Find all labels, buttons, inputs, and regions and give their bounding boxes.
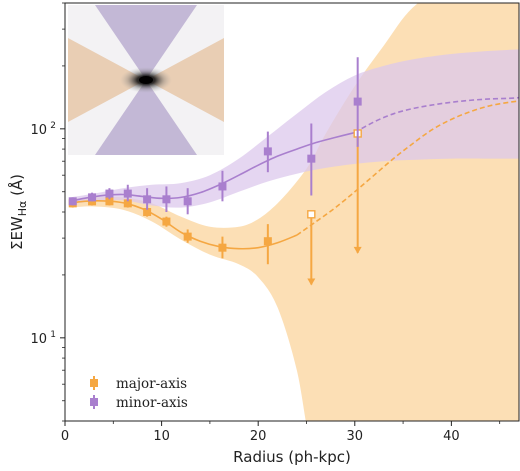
legend-entry-major: major-axis — [90, 376, 187, 392]
legend-label-minor: minor-axis — [116, 395, 188, 411]
minor-point-9 — [307, 123, 316, 196]
y-axis-label: ΣEWHα (Å) — [7, 174, 29, 250]
major-point-8 — [263, 224, 272, 265]
legend-marker-major — [90, 379, 98, 387]
minor-marker-4 — [143, 195, 152, 204]
minor-marker-9 — [307, 154, 316, 163]
minor-point-1 — [88, 192, 97, 202]
y-axis-label-sub: Hα — [16, 201, 29, 217]
x-tick-label-0: 0 — [61, 429, 69, 444]
minor-point-7 — [218, 170, 227, 202]
major-marker-5 — [162, 217, 171, 226]
minor-marker-2 — [105, 189, 114, 198]
confidence-bands — [69, 3, 519, 421]
minor-fit-dashed — [354, 96, 519, 134]
legend-label-major: major-axis — [116, 376, 187, 392]
major-point-6 — [183, 229, 192, 243]
minor-point-8 — [263, 131, 272, 173]
major-upper-limit-0 — [307, 210, 316, 286]
minor-point-0 — [68, 197, 77, 206]
minor-marker-6 — [183, 197, 192, 206]
major-marker-6 — [183, 232, 192, 241]
minor-confidence-band — [69, 49, 519, 208]
major-fit-dashed — [296, 100, 519, 236]
y-tick-label-1: 10 — [30, 123, 47, 138]
legend-entry-minor: minor-axis — [90, 395, 188, 411]
legend-marker-minor — [90, 398, 98, 406]
inset-major-wedge-right — [146, 38, 224, 122]
minor-point-6 — [183, 188, 192, 215]
minor-marker-1 — [88, 193, 97, 202]
x-axis-label: Radius (ph-kpc) — [233, 448, 351, 466]
major-marker-4 — [143, 208, 152, 216]
y-tick-exponent-1: 2 — [50, 121, 56, 131]
major-point-7 — [218, 236, 227, 259]
minor-point-10 — [353, 57, 362, 147]
major-marker-3 — [123, 199, 132, 208]
major-limit-arrow-1 — [353, 246, 362, 254]
minor-marker-0 — [68, 197, 77, 206]
inset-galaxy-nucleus — [139, 76, 153, 84]
x-tick-label-3: 30 — [347, 429, 364, 444]
major-marker-7 — [218, 243, 227, 252]
minor-marker-10 — [353, 97, 362, 106]
major-fit-solid — [69, 200, 298, 250]
inset-major-wedge-left — [68, 38, 146, 122]
y-tick-label-0: 10 — [30, 332, 47, 347]
major-marker-2 — [105, 197, 114, 206]
x-tick-label-1: 10 — [153, 429, 170, 444]
y-axis-label-unit: (Å) — [7, 174, 26, 201]
minor-marker-5 — [162, 195, 171, 204]
minor-marker-7 — [218, 182, 227, 191]
major-limit-marker-0 — [307, 210, 316, 219]
galaxy-axis-inset-icon — [68, 5, 224, 155]
minor-point-5 — [162, 186, 171, 212]
major-marker-8 — [263, 237, 272, 246]
minor-point-4 — [143, 188, 152, 210]
data-points — [68, 57, 362, 286]
y-tick-exponent-0: 1 — [50, 330, 56, 340]
minor-point-3 — [123, 184, 132, 202]
x-axis: 0 10 20 30 40 — [61, 421, 501, 444]
x-tick-label-4: 40 — [443, 429, 460, 444]
minor-marker-3 — [123, 189, 132, 198]
inset-minor-wedge-top — [95, 5, 197, 80]
legend: major-axis minor-axis — [90, 376, 188, 411]
minor-point-2 — [105, 188, 114, 200]
inset-minor-wedge-bottom — [95, 80, 197, 155]
major-limit-arrow-0 — [307, 278, 316, 286]
x-tick-label-2: 20 — [250, 429, 267, 444]
major-point-5 — [162, 216, 171, 227]
minor-marker-8 — [263, 147, 272, 156]
y-axis-label-main: ΣEW — [8, 216, 26, 250]
